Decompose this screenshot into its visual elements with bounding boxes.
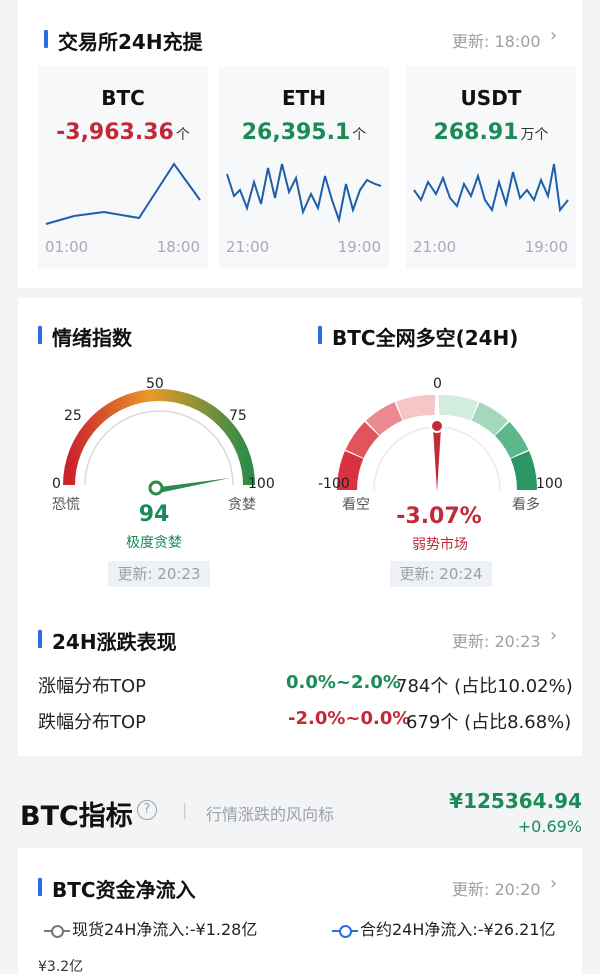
spot-legend-marker [44, 924, 70, 938]
contract-legend[interactable]: 合约24H净流入:-¥26.21亿 [332, 916, 556, 940]
market-card: 情绪指数 0 25 50 75 100 恐慌 贪婪 94 极度贪婪 更新: 20… [18, 298, 582, 756]
sentiment-title: 情绪指数 [38, 322, 132, 351]
longshort-right-label: 看多 [512, 494, 540, 514]
contract-legend-marker [332, 924, 358, 938]
fall-top-label: 跌幅分布TOP [38, 708, 146, 734]
sentiment-left-label: 恐慌 [52, 494, 80, 514]
coin-value: 26,395.1 个 [219, 120, 389, 145]
longshort-tick-min: -100 [318, 476, 350, 492]
rise-top-label: 涨幅分布TOP [38, 672, 146, 698]
netflow-title: BTC资金净流入 [38, 874, 196, 903]
coin-name: ETH [219, 86, 389, 110]
contract-legend-text: 合约24H净流入:-¥26.21亿 [360, 920, 556, 939]
indicator-header: BTC指标 ? | 行情涨跌的风向标 ¥125364.94 +0.69% [0, 780, 600, 840]
coin-time-start: 21:00 [413, 238, 456, 256]
chevron-right-icon[interactable]: › [550, 873, 557, 894]
chevron-right-icon[interactable]: › [550, 625, 557, 646]
sentiment-value: 94 [124, 502, 184, 527]
longshort-title: BTC全网多空(24H) [318, 322, 518, 351]
exchange-flow-update[interactable]: 更新: 18:00 [452, 28, 541, 52]
sentiment-tick-100: 100 [248, 476, 275, 492]
longshort-tick-zero: 0 [433, 376, 442, 392]
coin-time-end: 19:00 [338, 238, 381, 256]
sentiment-tick-25: 25 [64, 408, 82, 424]
exchange-flow-card: 交易所24H充提 更新: 18:00 › BTC -3,963.36 个 01:0… [18, 0, 582, 288]
indicator-price: ¥125364.94 [449, 789, 582, 813]
spot-legend-text: 现货24H净流入:-¥1.28亿 [72, 920, 257, 939]
coin-time-end: 18:00 [157, 238, 200, 256]
eth-sparkline [225, 160, 383, 230]
sentiment-tick-50: 50 [146, 376, 164, 392]
coin-card-btc[interactable]: BTC -3,963.36 个 01:00 18:00 [38, 66, 208, 268]
coin-name: BTC [38, 86, 208, 110]
netflow-update[interactable]: 更新: 20:20 [452, 876, 541, 900]
longshort-left-label: 看空 [342, 494, 370, 514]
coin-name: USDT [406, 86, 576, 110]
fall-top-range: -2.0%~0.0% [288, 708, 410, 729]
performance-update[interactable]: 更新: 20:23 [452, 628, 541, 652]
exchange-flow-title: 交易所24H充提 [44, 26, 203, 55]
longshort-status: 弱势市场 [390, 534, 490, 554]
coin-time-end: 19:00 [525, 238, 568, 256]
spot-legend[interactable]: 现货24H净流入:-¥1.28亿 [44, 916, 257, 940]
btc-sparkline [44, 160, 202, 230]
coin-value: -3,963.36 个 [38, 120, 208, 145]
indicator-divider: | [182, 800, 187, 819]
longshort-tick-max: 100 [536, 476, 563, 492]
sentiment-tick-75: 75 [229, 408, 247, 424]
sentiment-tick-0: 0 [52, 476, 61, 492]
coin-time-start: 21:00 [226, 238, 269, 256]
longshort-value: -3.07% [384, 504, 494, 529]
indicator-subtitle: 行情涨跌的风向标 [206, 801, 334, 825]
coin-card-usdt[interactable]: USDT 268.91 万个 21:00 19:00 [406, 66, 576, 268]
coin-value: 268.91 万个 [406, 120, 576, 145]
longshort-update: 更新: 20:24 [390, 561, 492, 587]
question-circle-icon[interactable]: ? [137, 800, 157, 820]
fall-top-count: 679个 (占比8.68%) [406, 708, 571, 734]
indicator-title: BTC指标 [20, 794, 133, 833]
coin-card-eth[interactable]: ETH 26,395.1 个 21:00 19:00 [219, 66, 389, 268]
usdt-sparkline [412, 160, 570, 230]
coin-time-start: 01:00 [45, 238, 88, 256]
indicator-change: +0.69% [518, 817, 582, 836]
sentiment-status: 极度贪婪 [104, 532, 204, 552]
netflow-axis-label: ¥3.2亿 [38, 956, 83, 974]
chevron-right-icon[interactable]: › [550, 25, 557, 46]
netflow-card: BTC资金净流入 更新: 20:20 › 现货24H净流入:-¥1.28亿 合约… [18, 848, 582, 974]
rise-top-count: 784个 (占比10.02%) [396, 672, 573, 698]
sentiment-right-label: 贪婪 [228, 494, 256, 514]
rise-top-range: 0.0%~2.0% [286, 672, 401, 693]
sentiment-update: 更新: 20:23 [108, 561, 210, 587]
performance-title: 24H涨跌表现 [38, 626, 177, 655]
